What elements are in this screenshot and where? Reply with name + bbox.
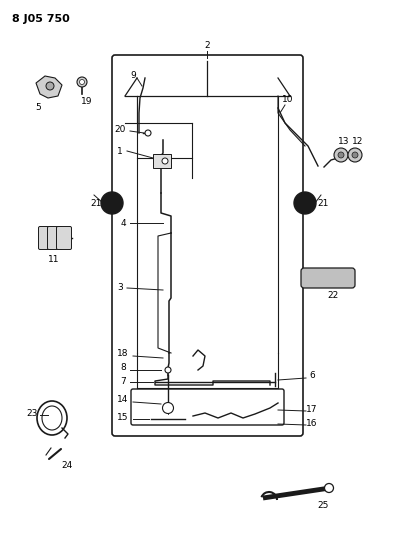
Circle shape bbox=[77, 77, 87, 87]
Circle shape bbox=[165, 367, 171, 373]
Text: 14: 14 bbox=[117, 395, 129, 405]
Text: 21: 21 bbox=[90, 198, 102, 207]
Circle shape bbox=[162, 402, 173, 414]
FancyBboxPatch shape bbox=[57, 227, 72, 249]
Text: 15: 15 bbox=[117, 414, 129, 423]
Text: 9: 9 bbox=[130, 70, 136, 79]
Circle shape bbox=[162, 158, 168, 164]
Text: 22: 22 bbox=[327, 292, 339, 301]
Text: 13: 13 bbox=[338, 136, 350, 146]
Text: 8 J05 750: 8 J05 750 bbox=[12, 14, 70, 24]
Text: 12: 12 bbox=[352, 136, 364, 146]
Text: 2: 2 bbox=[204, 42, 210, 51]
Bar bbox=[153, 154, 171, 168]
Circle shape bbox=[145, 130, 151, 136]
Text: 7: 7 bbox=[120, 376, 126, 385]
Circle shape bbox=[348, 148, 362, 162]
Text: 19: 19 bbox=[81, 96, 93, 106]
FancyBboxPatch shape bbox=[301, 268, 355, 288]
Text: 21: 21 bbox=[317, 198, 329, 207]
FancyBboxPatch shape bbox=[38, 227, 53, 249]
Circle shape bbox=[101, 192, 123, 214]
Circle shape bbox=[80, 79, 84, 85]
Text: 17: 17 bbox=[306, 406, 318, 415]
Text: 18: 18 bbox=[117, 350, 129, 359]
Text: 25: 25 bbox=[317, 500, 329, 510]
Polygon shape bbox=[36, 76, 62, 98]
Circle shape bbox=[334, 148, 348, 162]
Text: 23: 23 bbox=[26, 408, 38, 417]
Text: 4: 4 bbox=[120, 219, 126, 228]
Text: 11: 11 bbox=[48, 255, 60, 264]
Circle shape bbox=[324, 483, 333, 492]
Circle shape bbox=[338, 152, 344, 158]
Text: 5: 5 bbox=[35, 103, 41, 112]
Text: 8: 8 bbox=[120, 364, 126, 373]
Circle shape bbox=[352, 152, 358, 158]
Text: 24: 24 bbox=[61, 461, 72, 470]
Text: 1: 1 bbox=[117, 147, 123, 156]
Text: 3: 3 bbox=[117, 284, 123, 293]
Text: 20: 20 bbox=[114, 125, 126, 134]
Circle shape bbox=[294, 192, 316, 214]
Circle shape bbox=[46, 82, 54, 90]
FancyBboxPatch shape bbox=[48, 227, 63, 249]
Text: 10: 10 bbox=[282, 95, 294, 104]
Text: 16: 16 bbox=[306, 419, 318, 429]
Text: 6: 6 bbox=[309, 372, 315, 381]
